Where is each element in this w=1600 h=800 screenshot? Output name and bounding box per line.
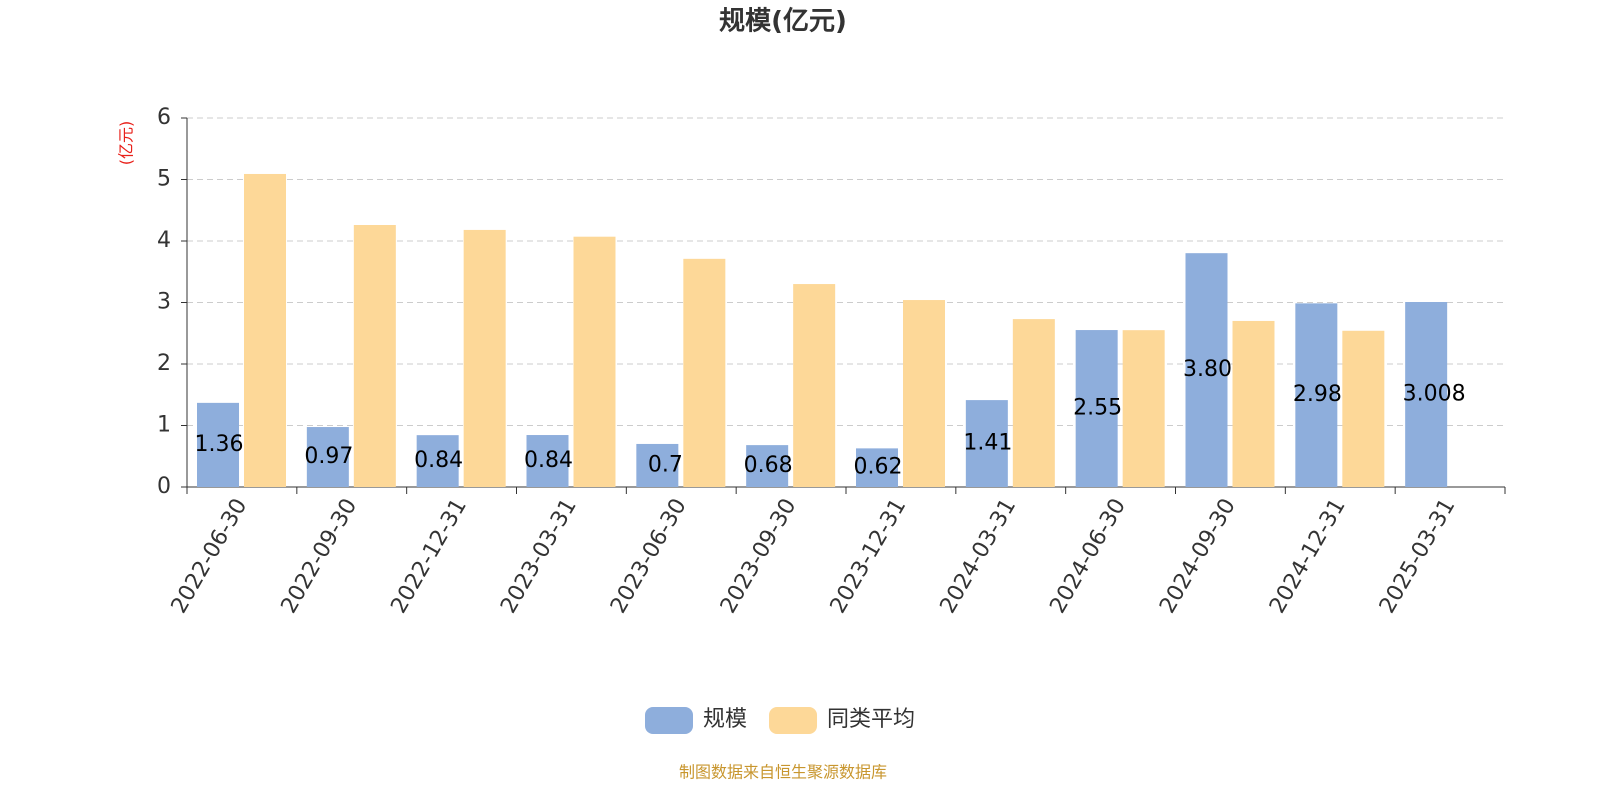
x-tick-label: 2023-12-31 xyxy=(826,495,912,618)
legend-swatch xyxy=(769,707,818,734)
bar xyxy=(197,402,239,487)
legend-swatch xyxy=(645,707,693,734)
x-tick-label: 2024-09-30 xyxy=(1155,495,1241,618)
data-label: 3.008 xyxy=(1403,382,1466,407)
bar xyxy=(526,435,569,487)
bar xyxy=(1075,330,1118,487)
bar xyxy=(1295,303,1338,487)
x-tick-label: 2024-12-31 xyxy=(1265,495,1351,618)
y-tick-label: 1 xyxy=(157,413,171,438)
y-tick-label: 4 xyxy=(157,228,171,253)
bar xyxy=(1122,330,1165,487)
x-tick-label: 2024-06-30 xyxy=(1045,495,1131,618)
bar xyxy=(636,443,679,487)
bar xyxy=(416,435,459,487)
bar xyxy=(683,258,726,487)
y-tick-label: 3 xyxy=(157,290,171,315)
bar xyxy=(903,300,945,487)
y-tick-label: 6 xyxy=(157,105,171,130)
x-tick-label: 2023-06-30 xyxy=(606,495,692,618)
bar xyxy=(856,448,898,487)
y-tick-label: 5 xyxy=(157,167,171,192)
x-tick-label: 2023-09-30 xyxy=(716,495,802,618)
data-label: 0.7 xyxy=(648,452,683,477)
bar xyxy=(1012,319,1055,487)
source-note: 制图数据来自恒生聚源数据库 xyxy=(679,763,887,782)
bar xyxy=(1232,320,1275,487)
chart-title: 规模(亿元) xyxy=(719,7,847,37)
bar xyxy=(1405,302,1448,487)
bar xyxy=(573,236,616,487)
bar xyxy=(244,173,286,487)
x-tick-label: 2025-03-31 xyxy=(1375,495,1461,618)
y-tick-label: 0 xyxy=(157,474,171,499)
legend-label: 规模 xyxy=(703,707,747,732)
bar xyxy=(463,229,506,487)
bar xyxy=(1185,253,1228,487)
x-tick-label: 2024-03-31 xyxy=(936,495,1022,618)
x-tick-label: 2022-09-30 xyxy=(277,495,363,618)
x-tick-label: 2022-06-30 xyxy=(167,495,253,618)
bar xyxy=(353,225,396,487)
bar xyxy=(793,284,836,487)
y-axis-label: (亿元) xyxy=(117,121,136,166)
x-tick-label: 2022-12-31 xyxy=(386,495,472,618)
x-tick-label: 2023-03-31 xyxy=(496,495,582,618)
legend-label: 同类平均 xyxy=(827,707,915,732)
bar xyxy=(306,427,349,487)
bar xyxy=(746,445,789,487)
bar xyxy=(1342,330,1385,487)
y-tick-label: 2 xyxy=(157,351,171,376)
bar xyxy=(965,400,1008,487)
